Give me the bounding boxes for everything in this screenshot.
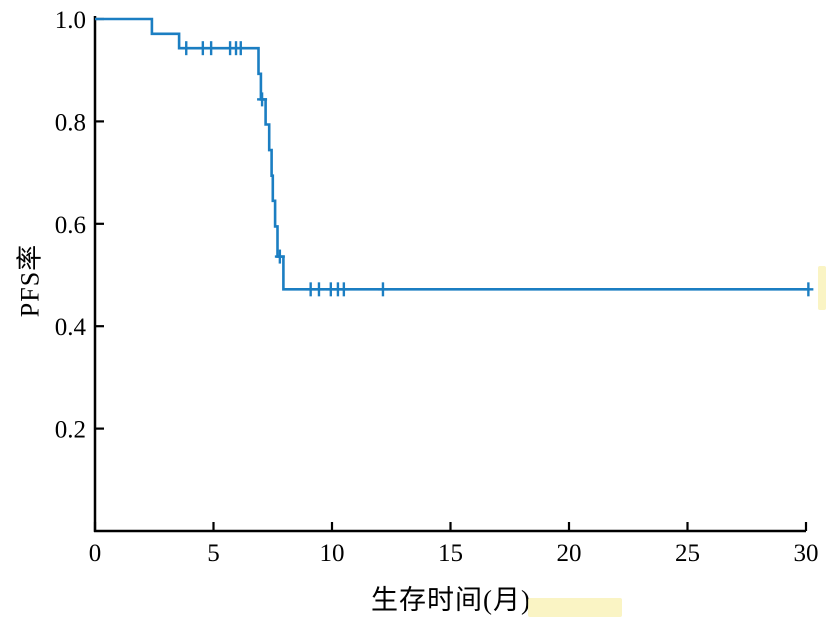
- x-tick-label: 15: [438, 540, 463, 567]
- km-curve: [95, 17, 810, 291]
- y-tick-label: 0.8: [55, 109, 86, 136]
- y-tick-label: 1.0: [55, 7, 86, 34]
- x-tick-label: 10: [320, 540, 345, 567]
- y-tick-label: 0.2: [55, 417, 86, 444]
- highlight-artifact: [818, 266, 826, 310]
- x-tick-label: 30: [794, 540, 819, 567]
- y-axis-label: PFS率: [15, 243, 45, 318]
- x-tick-label: 25: [675, 540, 700, 567]
- y-tick-label: 0.6: [55, 212, 86, 239]
- y-tick-label: 0.4: [55, 314, 87, 341]
- x-tick-label: 5: [207, 540, 220, 567]
- x-tick-label: 0: [89, 540, 102, 567]
- x-axis-label: 生存时间(月): [371, 585, 531, 615]
- x-tick-label: 20: [557, 540, 582, 567]
- highlight-artifact: [528, 598, 622, 617]
